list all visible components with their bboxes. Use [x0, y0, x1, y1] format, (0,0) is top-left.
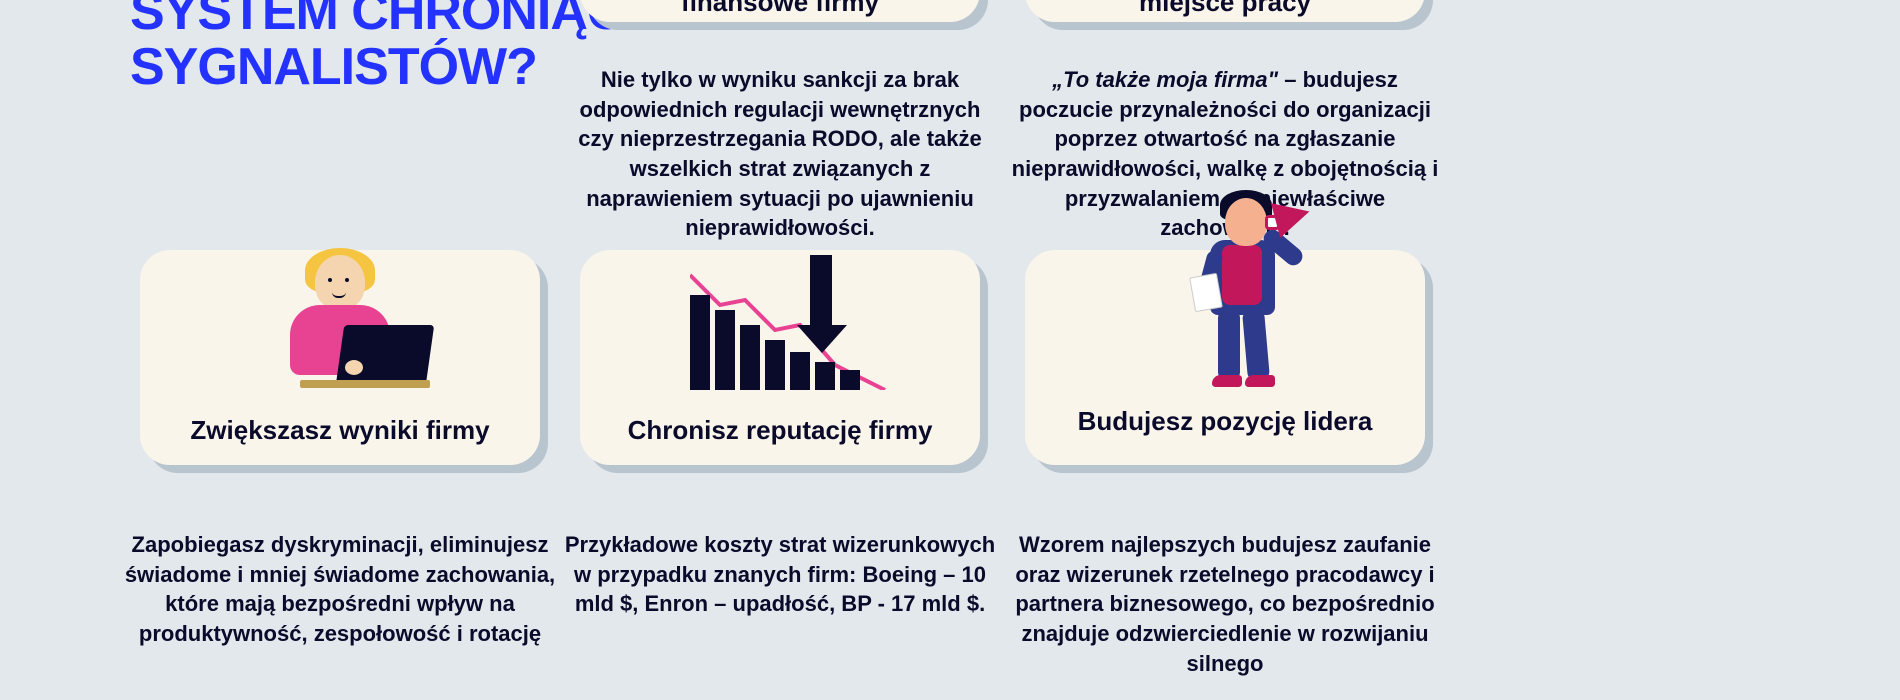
card-title-lider: Budujesz pozycję lidera — [1025, 406, 1425, 437]
person-laptop-icon — [165, 280, 515, 400]
card-wyniki: Zwiększasz wyniki firmy — [140, 250, 540, 465]
body-finansowe: Nie tylko w wyniku sankcji za brak odpow… — [560, 65, 1000, 243]
body-lider: Wzorem najlepszych budujesz zaufanie ora… — [1005, 530, 1445, 678]
title-line1: SYSTEM CHRONIĄCY — [130, 0, 657, 41]
chart-decline-icon — [605, 280, 955, 400]
card-title-finansowe: finansowe firmy — [605, 0, 955, 18]
card-title-wyniki: Zwiększasz wyniki firmy — [165, 415, 515, 446]
card-title-reputacja: Chronisz reputację firmy — [605, 415, 955, 446]
body-reputacja: Przykładowe koszty strat wizerunkowych w… — [560, 530, 1000, 619]
person-megaphone-icon — [1170, 190, 1310, 390]
card-title-miejsce: miejsce pracy — [1050, 0, 1400, 18]
title-line2: SYGNALISTÓW? — [130, 38, 537, 96]
card-finansowe: finansowe firmy — [580, 0, 980, 22]
body-miejsce-italic: „To także moja firma" — [1052, 67, 1278, 92]
card-miejsce: miejsce pracy — [1025, 0, 1425, 22]
body-wyniki: Zapobiegasz dyskryminacji, eliminujesz ś… — [120, 530, 560, 649]
card-reputacja: Chronisz reputację firmy — [580, 250, 980, 465]
